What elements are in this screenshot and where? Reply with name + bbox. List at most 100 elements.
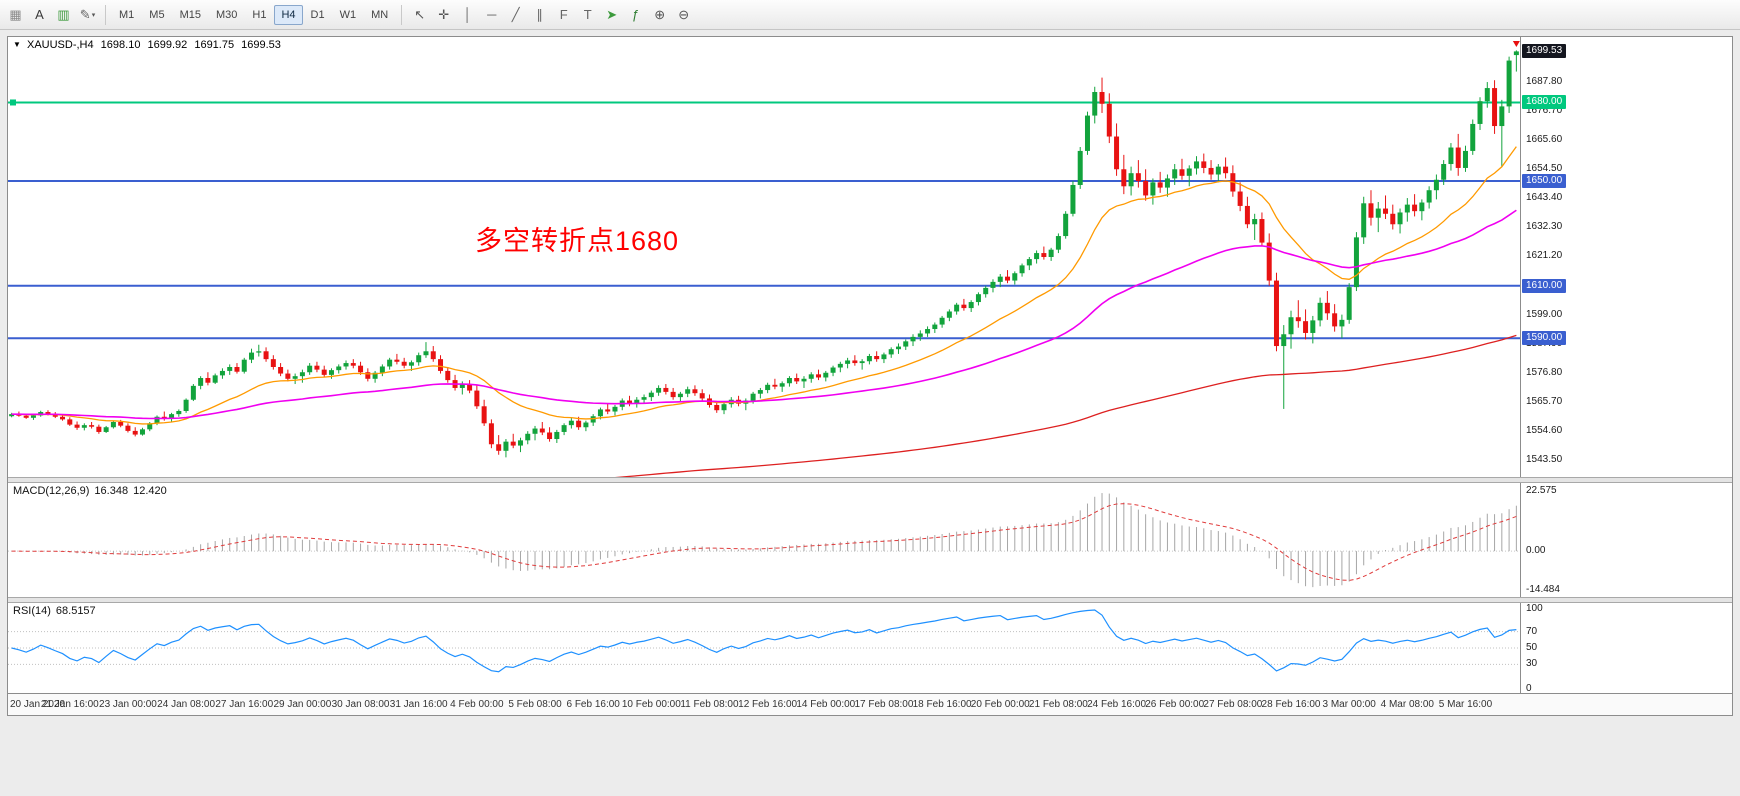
price-axis-label: 1643.40 <box>1526 192 1563 204</box>
time-axis-label: 3 Mar 00:00 <box>1322 699 1376 710</box>
time-axis[interactable]: 20 Jan 2020 21 Jan 16:00 23 Jan 00:00 24 Ja… <box>8 693 1732 715</box>
price-axis-label: 1576.80 <box>1526 366 1563 378</box>
time-axis-label: 14 Feb 00:00 <box>796 699 856 710</box>
macd-axis-label: -14.484 <box>1526 584 1560 595</box>
timeframe-W1[interactable]: W1 <box>339 8 357 21</box>
rsi-chart[interactable]: RSI(14) 68.5157 <box>8 603 1520 693</box>
macd-label: MACD(12,26,9) 16.348 12.420 <box>13 485 172 497</box>
dropdown-caret-icon[interactable]: ▾ <box>91 11 96 19</box>
tick-grid-icon[interactable]: ▦ <box>9 6 22 22</box>
time-axis-label: 24 Feb 16:00 <box>1087 699 1147 710</box>
price-axis-label: 1632.30 <box>1526 221 1563 233</box>
hline-price-tag: 1680.00 <box>1522 95 1567 110</box>
timeframe-M5[interactable]: M5 <box>149 8 165 21</box>
symbol-period-label: XAUUSD-,H4 <box>26 39 94 51</box>
pane-splitter[interactable] <box>8 597 1732 603</box>
time-axis-label: 4 Mar 08:00 <box>1380 699 1434 710</box>
zoom-in-icon[interactable]: ⊕ <box>654 6 666 22</box>
rsi-axis-label: 30 <box>1526 658 1538 670</box>
indicators-icon[interactable]: ƒ <box>632 7 640 22</box>
hline-price-tag: 1650.00 <box>1522 174 1567 189</box>
rsi-axis-label: 100 <box>1526 603 1543 614</box>
time-axis-label: 27 Feb 08:00 <box>1203 699 1263 710</box>
ohlc-low: 1691.75 <box>194 39 235 51</box>
collapse-arrow-icon[interactable]: ▼ <box>13 40 21 49</box>
timeframe-MN[interactable]: MN <box>371 8 389 21</box>
macd-signal-line <box>11 503 1517 581</box>
macd-chart[interactable]: MACD(12,26,9) 16.348 12.420 <box>8 483 1520 597</box>
price-axis-label: 1654.50 <box>1526 163 1563 175</box>
equidistant-channel-icon[interactable]: ∥ <box>536 6 543 22</box>
timeframe-M1[interactable]: M1 <box>119 8 135 21</box>
time-axis-label: 21 Jan 16:00 <box>40 699 99 710</box>
ohlc-high: 1699.92 <box>147 39 188 51</box>
hline-handle[interactable] <box>10 99 16 106</box>
time-axis-label: 24 Jan 08:00 <box>157 699 215 710</box>
chart-annotation-text[interactable]: 多空转折点1680 <box>475 226 680 256</box>
rsi-axis[interactable]: 100 70 50 30 0 <box>1520 603 1732 694</box>
macd-histogram <box>18 493 1517 588</box>
timeframe-M15[interactable]: M15 <box>179 8 201 21</box>
price-axis-label: 1676.70 <box>1526 105 1563 117</box>
timeframe-H1[interactable]: H1 <box>252 8 267 21</box>
rsi-axis-label: 50 <box>1526 642 1538 653</box>
trendline-icon[interactable]: ╱ <box>511 6 520 22</box>
time-axis-label: 20 Feb 00:00 <box>970 699 1030 710</box>
cursor-icon[interactable]: ↖ <box>414 6 426 22</box>
time-axis-label: 5 Mar 16:00 <box>1438 699 1493 710</box>
line-studies-icon[interactable]: ✎ ▾ <box>79 6 96 22</box>
ohlc-open: 1698.10 <box>100 39 141 51</box>
chart-objects-icon[interactable]: ▥ <box>57 6 70 22</box>
timeframe-toolbar: M1 M5 M15 M30 H1 H4 D1 W1 MN <box>112 4 395 25</box>
timeframe-H4[interactable]: H4 <box>274 4 303 25</box>
chart-title: ▼ XAUUSD-,H4 1698.10 1699.92 1691.75 169… <box>13 39 285 51</box>
time-axis-label: 27 Jan 16:00 <box>215 699 274 710</box>
time-axis-label: 31 Jan 16:00 <box>389 699 448 710</box>
time-axis-label: 4 Feb 00:00 <box>450 699 504 710</box>
time-axis-label: 28 Feb 16:00 <box>1261 699 1321 710</box>
vertical-line-icon[interactable]: │ <box>463 7 472 22</box>
ohlc-close: 1699.53 <box>241 39 281 51</box>
ma-fast-orange <box>11 146 1517 425</box>
price-axis[interactable]: 1687.80 1676.70 1665.60 1654.50 1643.40 1632.… <box>1520 37 1732 477</box>
timeframe-M30[interactable]: M30 <box>215 8 238 21</box>
pane-splitter[interactable] <box>8 477 1732 483</box>
timeframe-D1[interactable]: D1 <box>310 8 325 21</box>
crosshair-icon[interactable]: ✛ <box>438 6 450 22</box>
rsi-axis-label: 70 <box>1526 625 1538 637</box>
time-axis-label: 26 Feb 00:00 <box>1145 699 1205 710</box>
zoom-out-icon[interactable]: ⊖ <box>678 6 690 22</box>
time-axis-label: 6 Feb 16:00 <box>566 699 620 710</box>
price-axis-label: 1554.60 <box>1526 424 1563 436</box>
arrows-icon[interactable]: ➤ <box>606 6 618 22</box>
hline-price-tag: 1610.00 <box>1522 278 1567 293</box>
rsi-svg <box>8 609 1520 673</box>
time-axis-label: 29 Jan 00:00 <box>273 699 332 710</box>
fibonacci-icon[interactable]: F <box>559 7 568 22</box>
main-toolbar: ▦ A ▥ ✎ ▾ M1 M5 M15 M30 H1 H4 D1 W1 MN ↖ ✛ │ ─ ╱ ∥ F T ➤ ƒ ⊕ ⊖ <box>0 0 1740 30</box>
macd-axis-label: 0.00 <box>1526 545 1546 557</box>
toolbar-left-group: ▦ A ▥ ✎ ▾ <box>4 4 99 26</box>
text-label-icon[interactable]: T <box>583 7 592 22</box>
horizontal-line-icon[interactable]: ─ <box>487 7 497 22</box>
rsi-pane: RSI(14) 68.5157 100 70 50 30 0 <box>8 603 1732 694</box>
time-axis-label: 30 Jan 08:00 <box>331 699 390 710</box>
time-axis-label: 10 Feb 00:00 <box>621 699 681 710</box>
time-axis-label: 5 Feb 08:00 <box>508 699 562 710</box>
time-axis-label: 18 Feb 16:00 <box>912 699 972 710</box>
price-axis-label: 1543.50 <box>1526 453 1563 465</box>
chart-window: ▼ XAUUSD-,H4 1698.10 1699.92 1691.75 169… <box>7 36 1733 716</box>
font-tool-icon[interactable]: A <box>35 7 44 22</box>
time-axis-label: 20 Jan 2020 <box>10 699 66 710</box>
price-axis-label: 1565.70 <box>1526 395 1563 407</box>
macd-axis[interactable]: 22.575 0.00 -14.484 <box>1520 483 1732 597</box>
rsi-value: 68.5157 <box>55 605 96 617</box>
price-chart[interactable]: ▼ XAUUSD-,H4 1698.10 1699.92 1691.75 169… <box>8 37 1520 477</box>
price-axis-label: 1599.00 <box>1526 308 1563 320</box>
macd-pane: MACD(12,26,9) 16.348 12.420 22.575 0.00 -14.… <box>8 483 1732 597</box>
price-axis-label: 1687.80 <box>1526 76 1563 88</box>
current-price-tag: 1699.53 <box>1522 44 1567 59</box>
macd-svg <box>8 493 1520 588</box>
macd-name: MACD(12,26,9) <box>13 485 90 497</box>
